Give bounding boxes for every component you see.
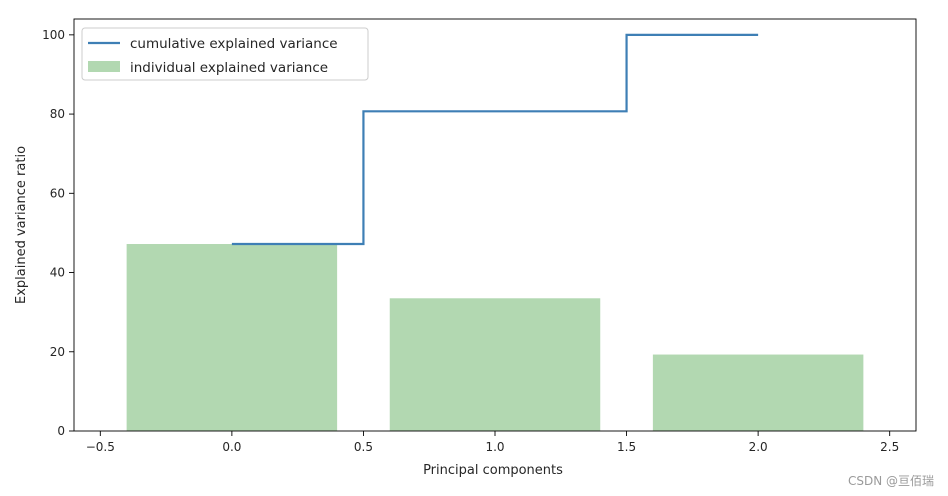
y-axis-label: Explained variance ratio <box>14 146 29 304</box>
x-axis-ticks: −0.5 0.0 0.5 1.0 1.5 2.0 2.5 <box>86 431 899 454</box>
legend: cumulative explained variance individual… <box>81 27 369 81</box>
bar-individual-variance-1 <box>389 298 601 431</box>
y-tick-label: 40 <box>50 266 65 280</box>
x-tick-label: 2.0 <box>749 440 768 454</box>
legend-label-individual: individual explained variance <box>130 60 328 76</box>
cumulative-variance-step-line <box>231 33 759 246</box>
x-tick-label: 1.5 <box>617 440 636 454</box>
y-tick-label: 80 <box>50 107 65 121</box>
x-tick-label: 0.0 <box>222 440 241 454</box>
legend-box <box>81 27 369 81</box>
y-tick-label: 20 <box>50 345 65 359</box>
x-axis-label: Principal components <box>423 463 563 478</box>
bars-layer <box>126 244 864 431</box>
legend-label-cumulative: cumulative explained variance <box>130 36 338 52</box>
x-tick-label: −0.5 <box>86 440 115 454</box>
bar-individual-variance-2 <box>652 354 864 431</box>
x-tick-label: 0.5 <box>354 440 373 454</box>
x-tick-label: 2.5 <box>880 440 899 454</box>
y-tick-label: 60 <box>50 186 65 200</box>
legend-bar-swatch <box>88 61 120 72</box>
watermark: CSDN @亘佰瑞 <box>848 474 934 488</box>
y-tick-label: 0 <box>57 424 65 438</box>
y-tick-label: 100 <box>42 28 65 42</box>
x-tick-label: 1.0 <box>485 440 504 454</box>
bar-individual-variance-0 <box>126 244 338 431</box>
y-axis-ticks: 0 20 40 60 80 100 <box>42 28 74 438</box>
